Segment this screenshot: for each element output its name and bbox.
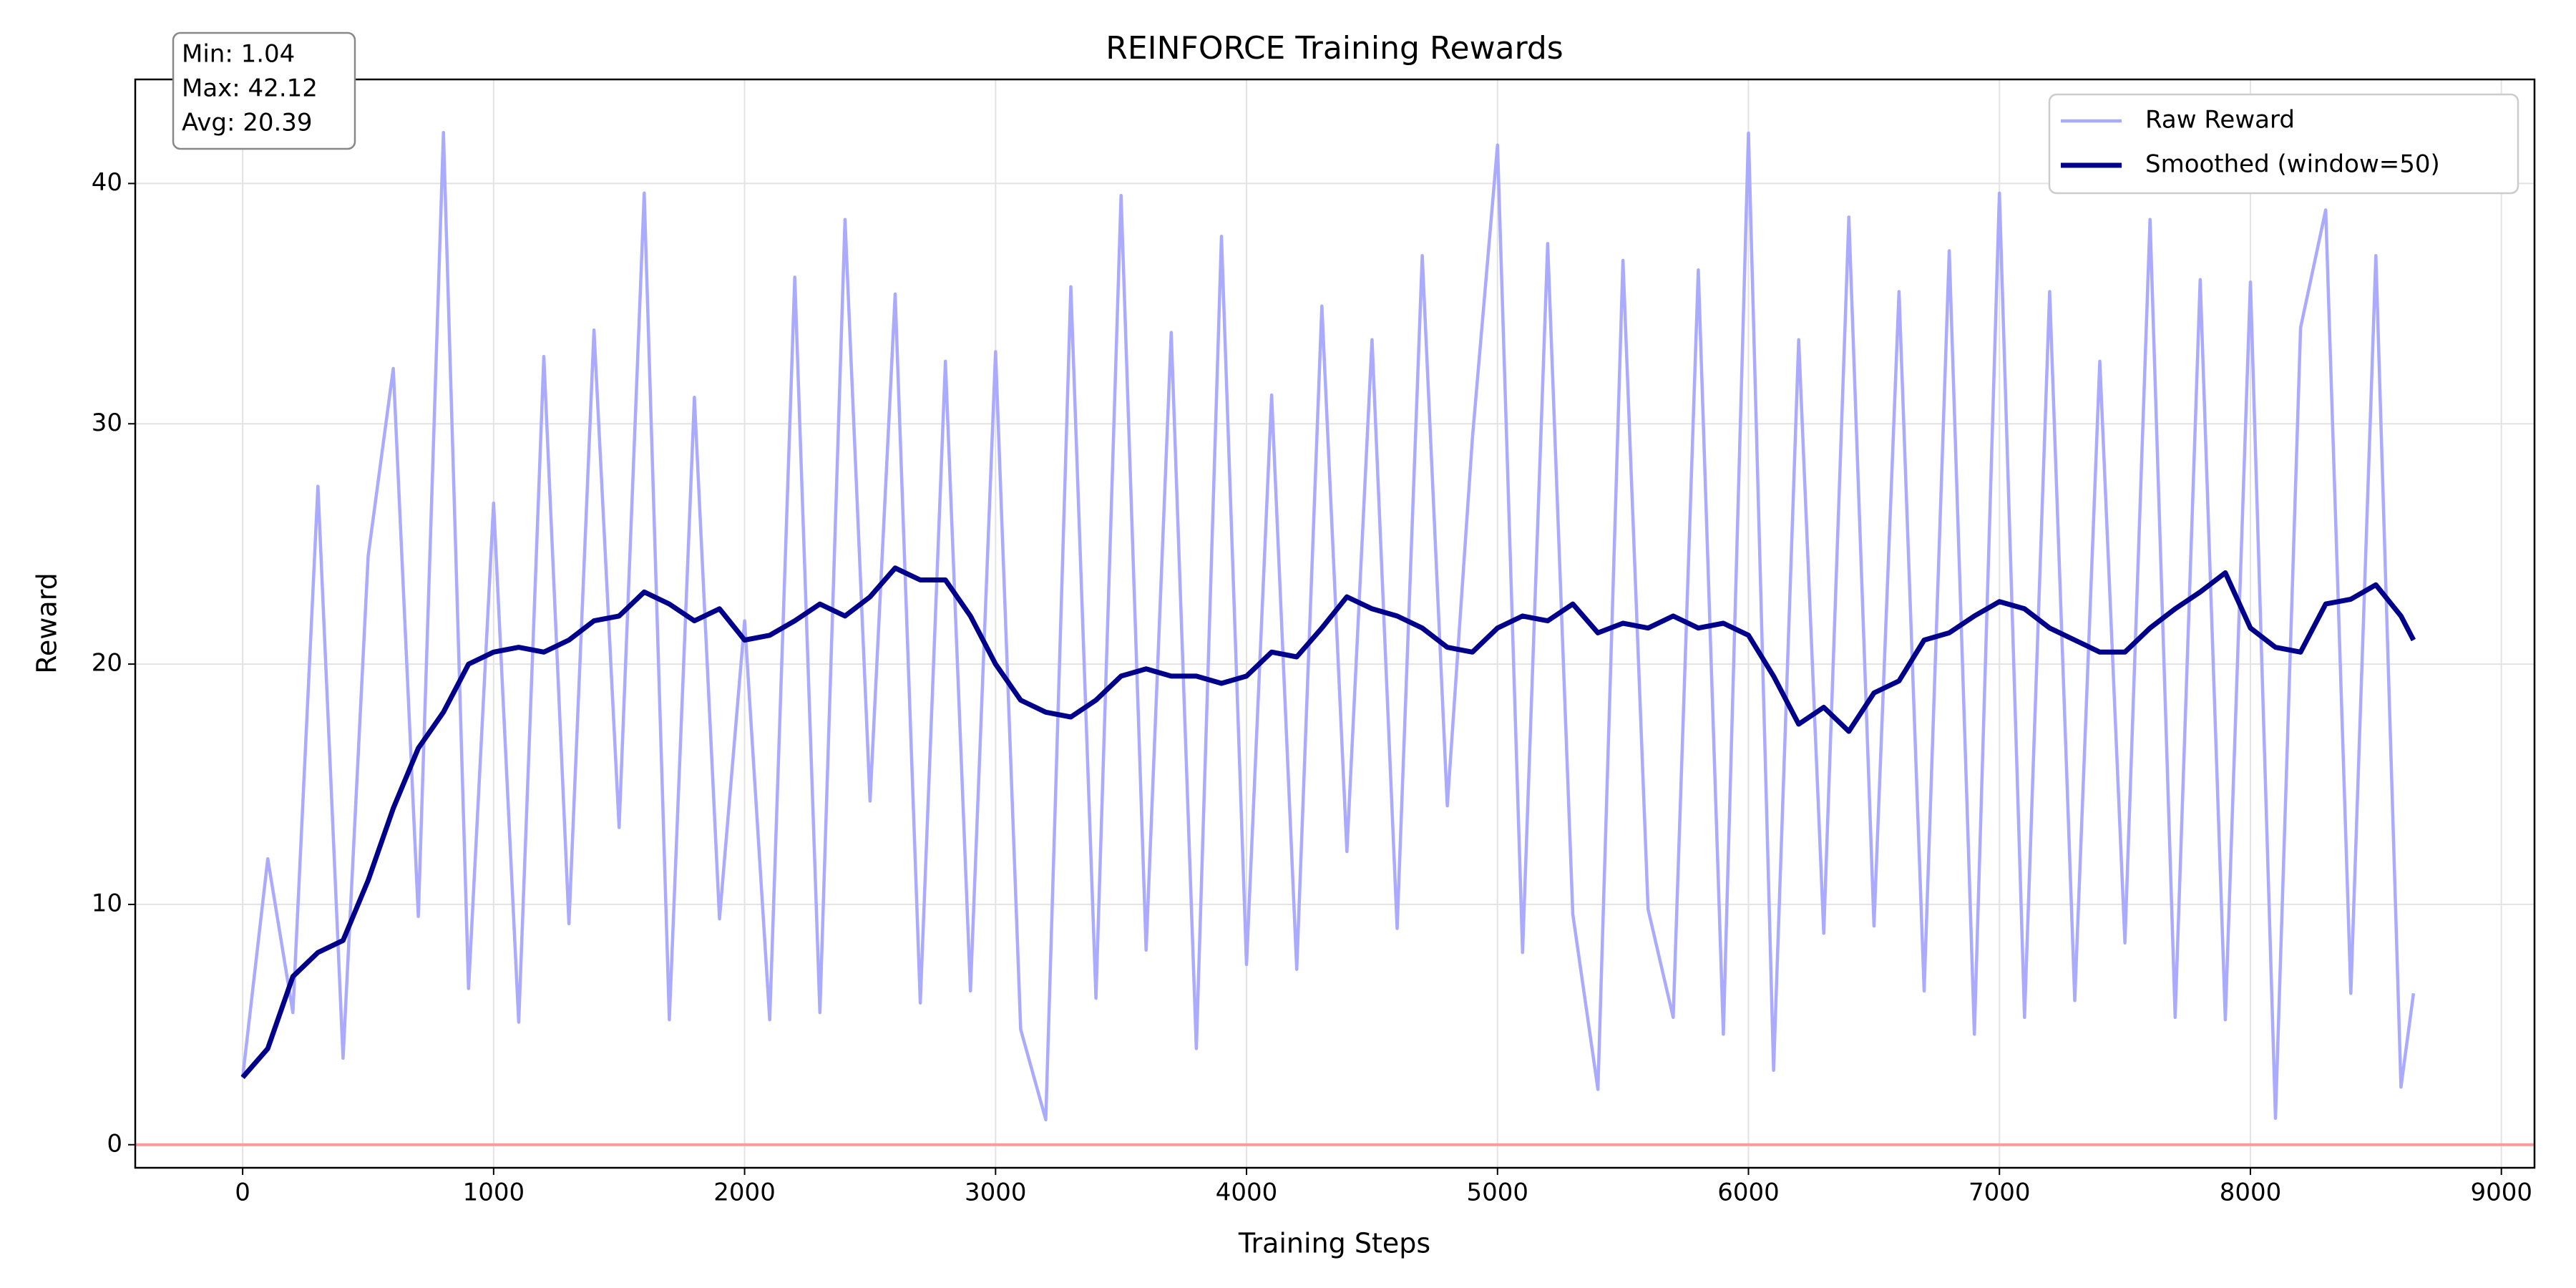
series-line (240, 565, 2416, 1079)
stats-box (172, 31, 356, 150)
x-tick-label: 4000 (1216, 1179, 1278, 1207)
x-tick-label: 2000 (713, 1179, 776, 1207)
x-tick-label: 8000 (2220, 1179, 2282, 1207)
chart-title: REINFORCE Training Rewards (1106, 30, 1563, 67)
plot-frame (134, 78, 2536, 1169)
y-tick-label: 30 (92, 409, 122, 437)
x-tick-label: 0 (235, 1179, 250, 1207)
stats-text: Avg: 20.39 (182, 109, 313, 137)
legend-label: Raw Reward (2145, 106, 2295, 135)
legend-label: Smoothed (window=50) (2145, 150, 2440, 179)
x-tick-label: 5000 (1467, 1179, 1529, 1207)
x-tick-label: 3000 (965, 1179, 1027, 1207)
legend-box (2048, 93, 2519, 195)
x-tick-label: 1000 (463, 1179, 525, 1207)
stats-text: Min: 1.04 (182, 40, 295, 69)
x-axis-label: Training Steps (1238, 1228, 1430, 1259)
x-tick-label: 9000 (2470, 1179, 2532, 1207)
y-tick-label: 20 (92, 649, 122, 678)
x-tick-label: 7000 (1968, 1179, 2031, 1207)
y-axis-label: Reward (31, 572, 63, 674)
stats-text: Max: 42.12 (182, 74, 318, 103)
series-line (240, 130, 2416, 1122)
y-tick-label: 0 (107, 1129, 122, 1158)
y-tick-label: 40 (92, 168, 122, 197)
y-tick-label: 10 (92, 889, 122, 917)
x-tick-label: 6000 (1717, 1179, 1780, 1207)
